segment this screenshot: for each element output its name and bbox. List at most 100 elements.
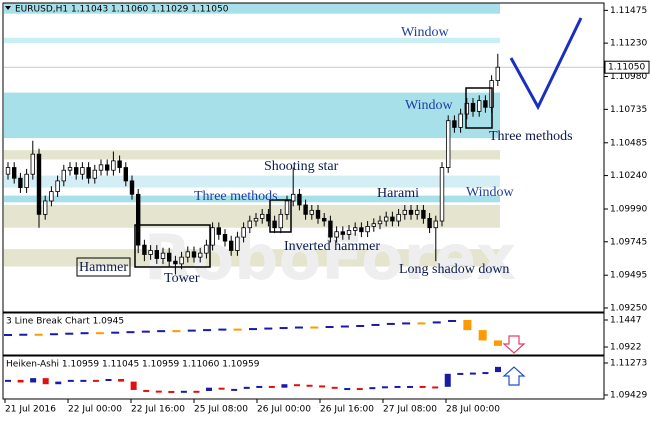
indicator-bar <box>402 322 411 325</box>
y-tick-label: 1.09250 <box>610 303 647 313</box>
y-tick-label: 1.11273 <box>610 358 647 368</box>
zone <box>4 150 500 160</box>
x-tick-label: 22 Jul 00:00 <box>68 405 122 415</box>
indicator-bar <box>268 385 275 388</box>
indicator-bar <box>463 320 472 331</box>
candle-body <box>222 234 228 242</box>
indicator-bar <box>419 385 426 388</box>
candle-body <box>445 120 451 168</box>
indicator-bar <box>369 387 376 390</box>
candle-body <box>284 200 290 215</box>
candle-body <box>247 220 252 229</box>
candle-body <box>216 227 221 235</box>
candle-body <box>49 191 54 202</box>
candle-body <box>235 236 240 251</box>
candle-body <box>365 225 370 233</box>
candle-body <box>383 216 389 222</box>
annotation: Three methods <box>489 129 573 144</box>
y-tick-label: 1.10240 <box>610 171 647 181</box>
candle-body <box>340 231 345 235</box>
y-tick-label: 1.09429 <box>610 390 647 400</box>
candle-body <box>24 173 29 188</box>
candle-body <box>105 164 110 171</box>
indicator-bar <box>306 384 313 387</box>
candle-body <box>80 167 85 175</box>
indicator-bar <box>356 388 363 391</box>
indicator-bar <box>80 379 87 382</box>
price-label-box <box>604 60 650 74</box>
candle-body <box>297 193 302 206</box>
indicator-bar <box>494 340 502 346</box>
candle-body <box>359 227 364 233</box>
candle-body <box>160 252 166 259</box>
candle-body <box>43 200 48 215</box>
indicator-bar <box>243 386 250 389</box>
candle-body <box>328 220 333 238</box>
candle-body <box>427 217 432 229</box>
candle-body <box>414 209 420 215</box>
zone <box>4 3 500 14</box>
y-tick-label: 1.10980 <box>610 72 647 82</box>
candle-body <box>86 167 91 179</box>
y-tick-label: 1.09990 <box>610 205 647 215</box>
candle-body <box>371 223 376 227</box>
indicator-bar <box>281 384 288 388</box>
x-tick-label: 26 Jul 16:00 <box>320 405 374 415</box>
zone <box>4 249 500 267</box>
indicator-bar <box>310 326 319 329</box>
indicator-bar <box>143 389 150 392</box>
indicator-bar <box>495 366 501 373</box>
indicator-bar <box>233 328 242 331</box>
candle-body <box>315 209 321 219</box>
candle-body <box>185 251 190 258</box>
candle-body <box>204 244 209 254</box>
indicator-bar <box>203 329 212 332</box>
candle-body <box>309 209 314 215</box>
indicator-bar <box>206 387 213 391</box>
indicator-bar <box>249 328 257 331</box>
candle-body <box>253 217 259 222</box>
up-arrow <box>502 366 526 386</box>
y-tick-label: 1.09745 <box>610 237 647 247</box>
candle-body <box>458 113 463 128</box>
indicator-bar <box>344 388 351 391</box>
candle-body <box>464 102 469 115</box>
candle-body <box>148 250 153 255</box>
indicator-bar <box>407 385 414 388</box>
down-arrow <box>502 335 526 354</box>
zone <box>4 204 500 228</box>
candle-body <box>210 227 215 246</box>
candle-body <box>377 220 383 225</box>
candle-body <box>154 250 159 259</box>
indicator-bar <box>448 320 457 322</box>
y-tick-label: 1.1447 <box>610 316 642 326</box>
zone <box>4 195 500 203</box>
x-tick-label: 25 Jul 08:00 <box>194 405 248 415</box>
indicator-bar <box>111 331 120 334</box>
y-tick-label: 1.0922 <box>610 343 642 353</box>
indicator-bar <box>381 386 388 389</box>
candle-body <box>390 216 395 222</box>
indicator-bar <box>218 387 225 390</box>
indicator-bar <box>126 331 135 334</box>
x-tick-label: 21 Jul 2016 <box>5 405 56 415</box>
candle-body <box>272 220 277 229</box>
indicator-bar <box>55 381 62 385</box>
pattern-box <box>76 257 131 277</box>
indicator-title: 3 Line Break Chart 1.0945 <box>6 317 124 327</box>
indicator-bar <box>386 322 395 325</box>
y-tick-label: 1.10735 <box>610 105 647 115</box>
candle-body <box>439 167 445 222</box>
indicator-bar <box>49 333 58 336</box>
indicator-bar <box>187 329 196 332</box>
annotation: Shooting star <box>264 159 339 174</box>
candle-body <box>55 180 60 193</box>
indicator-bar <box>478 330 487 341</box>
annotation: Long shadow down <box>399 262 509 277</box>
y-tick-label: 1.10485 <box>610 138 647 148</box>
pattern-box <box>269 199 292 233</box>
candle-body <box>61 169 66 182</box>
candle-body <box>396 213 401 222</box>
indicator-bar <box>5 379 11 382</box>
